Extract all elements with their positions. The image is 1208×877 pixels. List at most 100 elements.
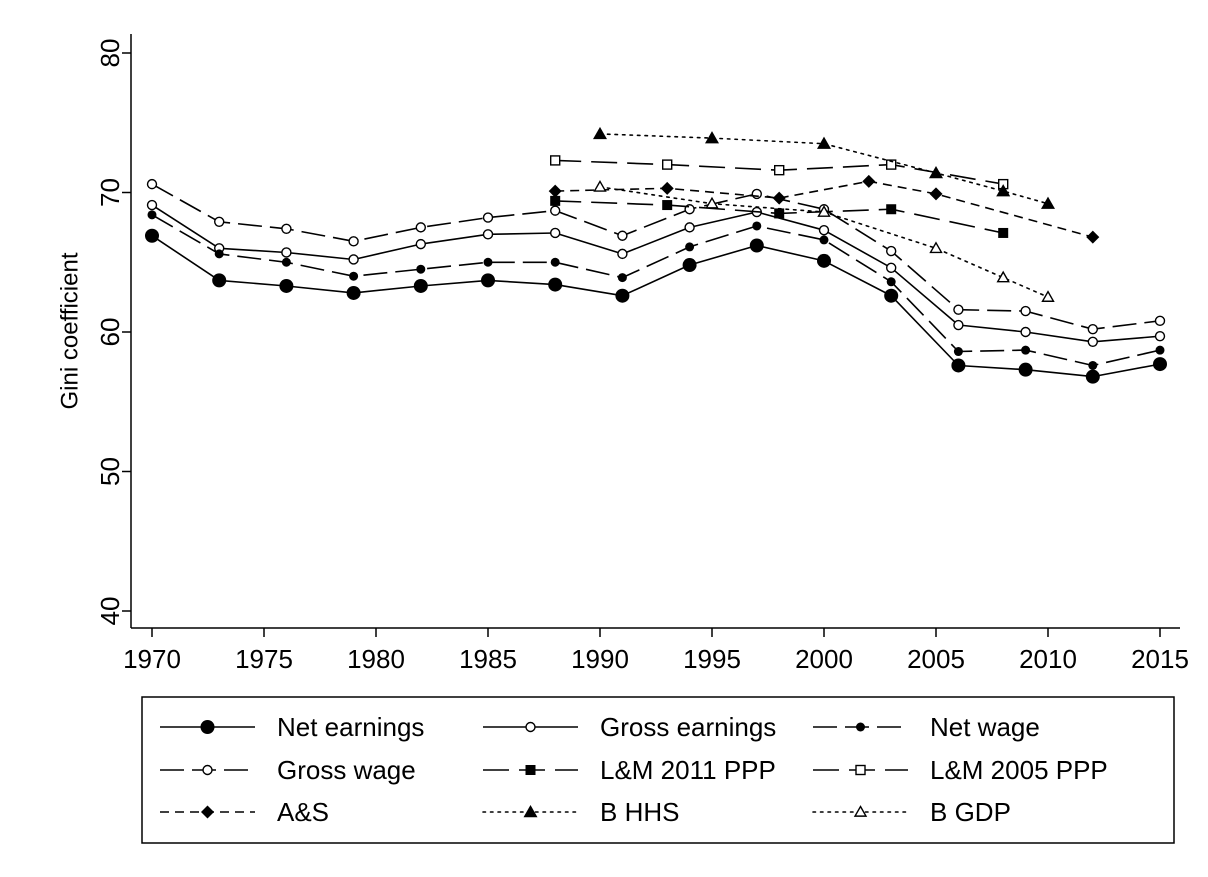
- data-point-net-earnings: [749, 238, 764, 253]
- data-point-l-and-m-2005-ppp: [550, 155, 561, 166]
- data-point-gross-earnings: [1087, 336, 1099, 347]
- data-point-gross-wage: [213, 216, 225, 227]
- data-point-b-gdp: [929, 241, 943, 254]
- data-point-b-gdp: [817, 205, 831, 217]
- data-point-net-wage: [214, 249, 224, 259]
- data-point-net-earnings: [951, 358, 966, 373]
- data-point-net-wage: [752, 221, 762, 231]
- data-point-net-earnings: [1085, 369, 1100, 384]
- data-point-b-hhs: [817, 136, 831, 149]
- data-point-gross-wage: [482, 212, 494, 223]
- legend-item-a-and-s: A&S: [160, 797, 329, 827]
- data-point-net-earnings: [884, 288, 899, 303]
- data-point-gross-wage: [1020, 305, 1031, 317]
- series-layer: [145, 126, 1167, 384]
- legend-label: Gross earnings: [600, 712, 776, 742]
- data-point-gross-wage: [281, 223, 292, 234]
- x-tick-label: 1980: [347, 644, 405, 674]
- data-point-net-earnings: [615, 288, 630, 303]
- data-point-net-wage: [483, 257, 493, 267]
- data-point-net-wage: [886, 277, 896, 287]
- legend-label: A&S: [277, 797, 329, 827]
- y-axis-label: Gini coefficient: [57, 252, 84, 409]
- data-point-net-earnings: [145, 228, 159, 243]
- legend-item-b-hhs: B HHS: [482, 797, 679, 827]
- data-point-net-wage: [685, 242, 695, 252]
- data-point-l-and-m-2005-ppp: [774, 164, 785, 176]
- data-point-net-earnings: [279, 278, 294, 293]
- legend-marker: [855, 764, 866, 776]
- data-point-net-earnings: [1018, 362, 1033, 377]
- data-point-gross-wage: [146, 178, 158, 190]
- legend-marker: [200, 720, 215, 734]
- data-point-l-and-m-2011-ppp: [886, 204, 897, 215]
- legend-label: L&M 2005 PPP: [930, 755, 1108, 785]
- data-point-a-and-s: [548, 184, 562, 198]
- data-point-gross-earnings: [1154, 330, 1166, 342]
- legend-label: B HHS: [600, 797, 679, 827]
- data-point-gross-earnings: [1020, 326, 1031, 338]
- data-point-a-and-s: [660, 181, 674, 195]
- data-point-gross-earnings: [684, 222, 695, 233]
- data-point-gross-wage: [751, 188, 762, 200]
- legend-item-gross-earnings: Gross earnings: [483, 712, 776, 742]
- data-point-gross-earnings: [281, 247, 292, 258]
- series-line-gross-wage: [151, 183, 1161, 331]
- data-point-b-hhs: [593, 126, 607, 140]
- data-point-b-hhs: [705, 131, 719, 144]
- data-point-l-and-m-2011-ppp: [662, 200, 673, 211]
- legend-item-l-and-m-2005-ppp: L&M 2005 PPP: [813, 755, 1108, 785]
- data-point-b-gdp: [1041, 290, 1055, 302]
- data-point-net-earnings: [548, 277, 563, 292]
- legend-label: Gross wage: [277, 755, 416, 785]
- data-point-net-earnings: [212, 273, 227, 288]
- legend: Net earnings Gross earnings Net wage Gross …: [141, 696, 1175, 844]
- data-point-net-wage: [1021, 345, 1031, 355]
- data-point-b-hhs: [996, 184, 1011, 197]
- x-tick-label: 1990: [571, 644, 629, 674]
- data-point-b-hhs: [1041, 196, 1055, 209]
- data-point-b-gdp: [593, 180, 607, 192]
- data-point-net-earnings: [481, 273, 495, 288]
- x-tick-label: 2005: [907, 644, 965, 674]
- legend-marker: [523, 805, 538, 818]
- x-tick-label: 2000: [795, 644, 853, 674]
- y-tick-label: 50: [95, 457, 125, 486]
- data-point-l-and-m-2011-ppp: [550, 195, 561, 206]
- data-point-b-gdp: [705, 196, 719, 209]
- legend-marker: [525, 721, 536, 733]
- data-point-net-earnings: [1153, 357, 1167, 372]
- data-point-gross-earnings: [550, 227, 561, 239]
- series-b-hhs: [593, 126, 1055, 209]
- data-point-net-earnings: [346, 285, 361, 300]
- data-point-gross-earnings: [818, 224, 830, 236]
- data-point-gross-wage: [1087, 324, 1099, 335]
- legend-marker: [202, 764, 213, 776]
- data-point-net-wage: [281, 257, 291, 267]
- data-point-a-and-s: [862, 174, 876, 188]
- data-point-net-wage: [819, 235, 829, 245]
- series-b-gdp: [593, 180, 1055, 302]
- data-point-gross-wage: [617, 230, 628, 241]
- data-point-b-gdp: [996, 270, 1010, 283]
- y-tick-label: 60: [95, 318, 125, 347]
- legend-item-net-wage: Net wage: [813, 712, 1040, 742]
- legend-marker: [853, 805, 868, 817]
- legend-item-b-gdp: B GDP: [812, 797, 1011, 827]
- x-tick-label: 1985: [459, 644, 517, 674]
- data-point-a-and-s: [772, 191, 786, 205]
- legend-marker: [525, 765, 536, 775]
- series-gross-wage: [146, 178, 1166, 335]
- data-point-gross-earnings: [617, 248, 628, 260]
- series-net-wage: [147, 210, 1165, 370]
- data-point-l-and-m-2005-ppp: [886, 159, 897, 170]
- series-line-net-wage: [151, 214, 1161, 367]
- data-point-gross-wage: [550, 205, 561, 216]
- series-a-and-s: [548, 174, 1100, 244]
- x-tick-label: 1975: [235, 644, 293, 674]
- legend-label: Net wage: [930, 712, 1040, 742]
- y-tick-label: 80: [95, 39, 125, 68]
- legend-item-gross-wage: Gross wage: [160, 755, 416, 785]
- legend-box: [141, 696, 1175, 844]
- data-point-gross-earnings: [886, 262, 897, 274]
